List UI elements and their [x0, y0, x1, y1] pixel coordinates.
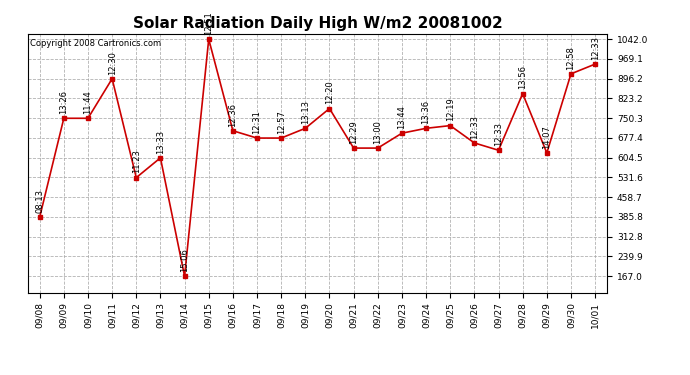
Title: Solar Radiation Daily High W/m2 20081002: Solar Radiation Daily High W/m2 20081002 [132, 16, 502, 31]
Text: 12:31: 12:31 [253, 110, 262, 134]
Text: 12:30: 12:30 [108, 51, 117, 75]
Text: 12:33: 12:33 [470, 115, 479, 139]
Text: 12:33: 12:33 [494, 122, 503, 146]
Text: 12:33: 12:33 [591, 36, 600, 60]
Text: 13:56: 13:56 [518, 66, 527, 90]
Text: 12:58: 12:58 [566, 46, 575, 70]
Text: 13:00: 13:00 [373, 120, 382, 144]
Text: 13:33: 13:33 [156, 129, 165, 154]
Text: 12:36: 12:36 [228, 103, 237, 127]
Text: 13:13: 13:13 [301, 100, 310, 124]
Text: 08:13: 08:13 [35, 189, 44, 213]
Text: 15:06: 15:06 [180, 248, 189, 272]
Text: Copyright 2008 Cartronics.com: Copyright 2008 Cartronics.com [30, 39, 161, 48]
Text: 12:19: 12:19 [446, 98, 455, 122]
Text: 12:29: 12:29 [349, 120, 358, 144]
Text: 12:57: 12:57 [277, 110, 286, 134]
Text: 11:44: 11:44 [83, 90, 92, 114]
Text: 14:07: 14:07 [542, 125, 551, 149]
Text: 13:26: 13:26 [59, 90, 68, 114]
Text: 12:51: 12:51 [204, 11, 213, 35]
Text: 13:36: 13:36 [422, 100, 431, 124]
Text: 12:20: 12:20 [325, 81, 334, 104]
Text: 11:23: 11:23 [132, 150, 141, 174]
Text: 13:44: 13:44 [397, 105, 406, 129]
